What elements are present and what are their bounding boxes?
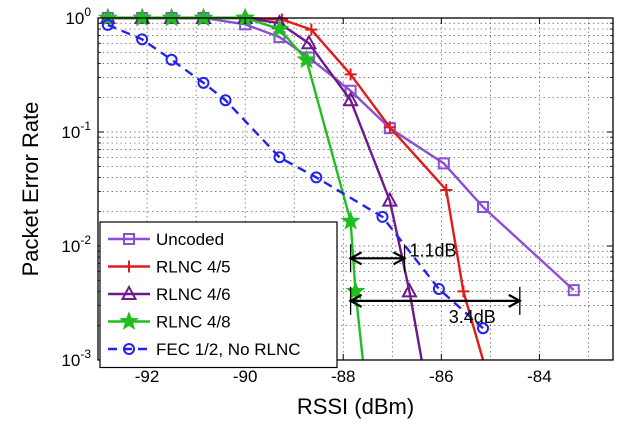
data-point [345, 280, 366, 300]
legend-label: RLNC 4/6 [156, 285, 231, 304]
x-tick-label: -88 [331, 367, 356, 386]
data-point [344, 68, 357, 81]
data-point [383, 121, 396, 134]
x-tick-label: -84 [527, 367, 552, 386]
annotation-label: 3.4dB [449, 307, 496, 327]
data-point [567, 284, 580, 297]
data-point [136, 33, 149, 46]
data-point [477, 322, 490, 335]
legend-swatch-marker [123, 233, 135, 245]
annotation-label: 1.1dB [409, 240, 456, 260]
legend-swatch-marker [120, 284, 138, 300]
data-point [101, 18, 114, 31]
legend-item: RLNC 4/5 [108, 258, 231, 277]
data-point [98, 7, 118, 27]
data-point [376, 210, 389, 223]
data-point [344, 84, 357, 97]
axis-ticks: -92 -90 -88 -86 -84 100 10-1 10-2 10-3 [61, 5, 613, 386]
annotation-1-1dB: 1.1dB [348, 240, 456, 273]
legend-label: FEC 1/2, No RLNC [156, 340, 301, 359]
legend-item: Uncoded [108, 230, 224, 249]
legend-swatch-marker [123, 343, 135, 355]
data-point [310, 171, 323, 184]
legend-item: FEC 1/2, No RLNC [108, 340, 301, 359]
data-point [477, 200, 490, 213]
data-point [305, 23, 318, 36]
data-point [437, 157, 450, 170]
series-fec-1-2-no-rlnc [101, 18, 490, 335]
annotations: 1.1dB 3.4dB [348, 240, 523, 327]
y-tick-label: 10-3 [61, 347, 91, 370]
x-tick-label: -92 [135, 367, 160, 386]
legend: Uncoded RLNC 4/5 RLNC 4/6 RLNC 4/8 FEC 1/2, … [99, 221, 338, 369]
annotation-3-4dB: 3.4dB [348, 286, 523, 327]
plot-frame [97, 17, 614, 361]
y-tick-label: 100 [65, 5, 91, 28]
data-point [269, 18, 290, 38]
data-point [432, 282, 445, 295]
data-point [296, 49, 317, 69]
data-point [381, 191, 399, 207]
data-point [273, 151, 286, 164]
data-point [401, 282, 418, 298]
data-point [193, 7, 214, 27]
data-point [440, 183, 453, 196]
y-tick-label: 10-2 [61, 233, 91, 256]
legend-box [99, 221, 338, 369]
legend-item: RLNC 4/6 [108, 284, 231, 304]
legend-swatch-marker [119, 311, 139, 330]
y-axis-title: Packet Error Rate [18, 102, 43, 277]
data-point [161, 7, 182, 27]
legend-label: Uncoded [156, 230, 224, 249]
data-point [340, 210, 361, 230]
legend-label: RLNC 4/5 [156, 258, 231, 277]
data-point [197, 76, 210, 89]
x-tick-label: -86 [429, 367, 454, 386]
series-line [107, 23, 484, 330]
legend-item: RLNC 4/8 [108, 311, 231, 332]
y-tick-label: 10-1 [61, 119, 91, 142]
data-point [457, 285, 470, 298]
x-tick-label: -90 [233, 367, 258, 386]
data-point [219, 94, 232, 107]
x-axis-title: RSSI (dBm) [297, 394, 414, 419]
legend-swatch-marker [123, 260, 135, 273]
data-point [132, 7, 153, 27]
legend-label: RLNC 4/8 [156, 313, 231, 332]
data-point [300, 34, 318, 50]
data-point [342, 91, 359, 107]
data-point [165, 53, 178, 66]
